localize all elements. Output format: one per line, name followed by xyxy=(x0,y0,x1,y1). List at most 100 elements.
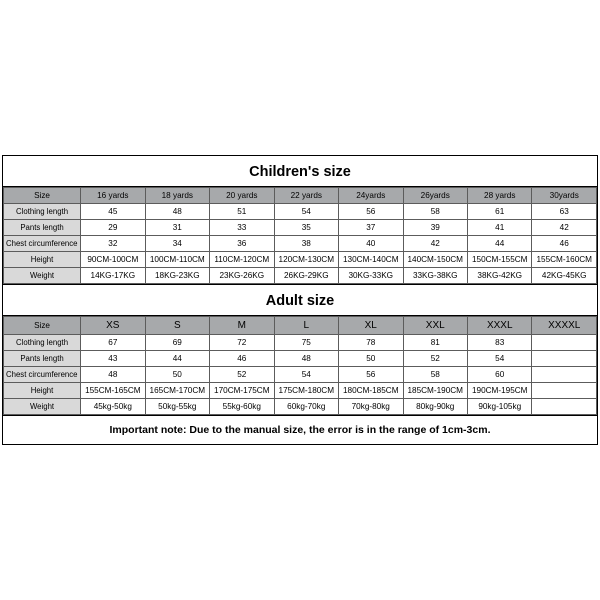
cell: 170CM-175CM xyxy=(210,383,274,399)
cell: 42 xyxy=(403,236,467,252)
col-header: 30yards xyxy=(532,188,597,204)
row-label: Height xyxy=(4,383,81,399)
cell: 69 xyxy=(145,335,209,351)
cell: 46 xyxy=(210,351,274,367)
cell: 41 xyxy=(467,220,531,236)
col-header: 16 yards xyxy=(81,188,145,204)
adult-size-table: Size XS S M L XL XXL XXXL XXXXL Clothing… xyxy=(3,316,597,415)
cell: 33KG-38KG xyxy=(403,268,467,284)
cell xyxy=(532,335,597,351)
cell: 48 xyxy=(145,204,209,220)
table-row: Clothing length 45 48 51 54 56 58 61 63 xyxy=(4,204,597,220)
cell: 35 xyxy=(274,220,338,236)
cell: 38 xyxy=(274,236,338,252)
col-header: XS xyxy=(81,317,145,335)
cell: 120CM-130CM xyxy=(274,252,338,268)
cell: 60kg-70kg xyxy=(274,399,338,415)
cell: 54 xyxy=(274,367,338,383)
col-header: XXXXL xyxy=(532,317,597,335)
col-header: L xyxy=(274,317,338,335)
cell: 56 xyxy=(339,204,403,220)
cell: 50 xyxy=(339,351,403,367)
cell: 72 xyxy=(210,335,274,351)
cell xyxy=(532,351,597,367)
row-label: Pants length xyxy=(4,220,81,236)
cell: 32 xyxy=(81,236,145,252)
cell: 31 xyxy=(145,220,209,236)
cell: 55kg-60kg xyxy=(210,399,274,415)
col-header: 18 yards xyxy=(145,188,209,204)
cell: 54 xyxy=(467,351,531,367)
cell: 190CM-195CM xyxy=(467,383,531,399)
col-header: Size xyxy=(4,317,81,335)
cell: 150CM-155CM xyxy=(467,252,531,268)
row-label: Weight xyxy=(4,268,81,284)
children-size-table: Size 16 yards 18 yards 20 yards 22 yards… xyxy=(3,187,597,284)
cell: 52 xyxy=(403,351,467,367)
cell: 44 xyxy=(145,351,209,367)
cell: 42KG-45KG xyxy=(532,268,597,284)
cell: 110CM-120CM xyxy=(210,252,274,268)
table-row: Clothing length 67 69 72 75 78 81 83 xyxy=(4,335,597,351)
cell: 46 xyxy=(532,236,597,252)
cell: 155CM-160CM xyxy=(532,252,597,268)
cell: 60 xyxy=(467,367,531,383)
col-header: XL xyxy=(339,317,403,335)
cell: 18KG-23KG xyxy=(145,268,209,284)
adult-size-title: Adult size xyxy=(3,284,597,316)
cell: 80kg-90kg xyxy=(403,399,467,415)
cell: 90kg-105kg xyxy=(467,399,531,415)
cell xyxy=(532,399,597,415)
col-header: XXL xyxy=(403,317,467,335)
table-row: Pants length 43 44 46 48 50 52 54 xyxy=(4,351,597,367)
col-header: S xyxy=(145,317,209,335)
cell: 83 xyxy=(467,335,531,351)
table-row: Weight 14KG-17KG 18KG-23KG 23KG-26KG 26K… xyxy=(4,268,597,284)
row-label: Chest circumference 1/2 xyxy=(4,367,81,383)
cell: 26KG-29KG xyxy=(274,268,338,284)
cell: 54 xyxy=(274,204,338,220)
cell: 70kg-80kg xyxy=(339,399,403,415)
cell: 78 xyxy=(339,335,403,351)
table-row: Height 155CM-165CM 165CM-170CM 170CM-175… xyxy=(4,383,597,399)
table-row: Height 90CM-100CM 100CM-110CM 110CM-120C… xyxy=(4,252,597,268)
cell: 58 xyxy=(403,367,467,383)
cell: 67 xyxy=(81,335,145,351)
cell: 140CM-150CM xyxy=(403,252,467,268)
col-header: 24yards xyxy=(339,188,403,204)
cell: 45kg-50kg xyxy=(81,399,145,415)
cell: 50kg-55kg xyxy=(145,399,209,415)
cell: 45 xyxy=(81,204,145,220)
cell: 165CM-170CM xyxy=(145,383,209,399)
cell: 23KG-26KG xyxy=(210,268,274,284)
cell: 155CM-165CM xyxy=(81,383,145,399)
col-header: Size xyxy=(4,188,81,204)
cell: 39 xyxy=(403,220,467,236)
cell: 58 xyxy=(403,204,467,220)
cell: 38KG-42KG xyxy=(467,268,531,284)
cell: 56 xyxy=(339,367,403,383)
row-label: Weight xyxy=(4,399,81,415)
children-size-title: Children's size xyxy=(3,156,597,187)
cell: 40 xyxy=(339,236,403,252)
cell: 63 xyxy=(532,204,597,220)
cell: 175CM-180CM xyxy=(274,383,338,399)
table-row: Chest circumference 1/2 32 34 36 38 40 4… xyxy=(4,236,597,252)
col-header: 22 yards xyxy=(274,188,338,204)
cell: 34 xyxy=(145,236,209,252)
cell: 130CM-140CM xyxy=(339,252,403,268)
cell: 51 xyxy=(210,204,274,220)
cell: 37 xyxy=(339,220,403,236)
cell: 36 xyxy=(210,236,274,252)
cell: 29 xyxy=(81,220,145,236)
row-label: Height xyxy=(4,252,81,268)
cell: 61 xyxy=(467,204,531,220)
cell: 50 xyxy=(145,367,209,383)
col-header: XXXL xyxy=(467,317,531,335)
cell: 75 xyxy=(274,335,338,351)
row-label: Chest circumference 1/2 xyxy=(4,236,81,252)
cell: 33 xyxy=(210,220,274,236)
cell: 180CM-185CM xyxy=(339,383,403,399)
cell: 48 xyxy=(274,351,338,367)
important-note: Important note: Due to the manual size, … xyxy=(3,415,597,444)
